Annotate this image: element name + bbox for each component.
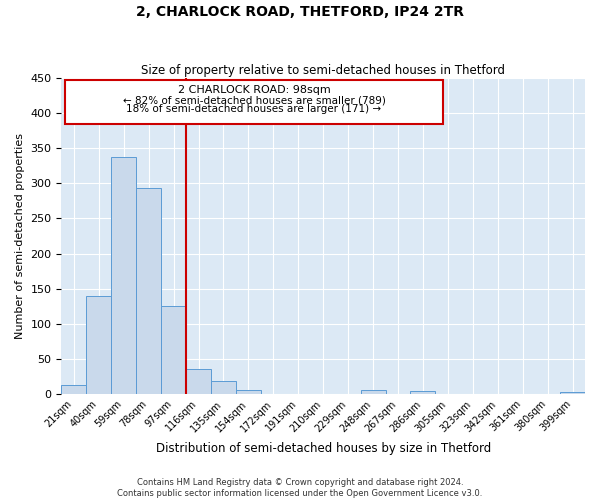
Bar <box>61 386 86 394</box>
Bar <box>560 392 585 394</box>
Bar <box>111 158 136 394</box>
Text: 18% of semi-detached houses are larger (171) →: 18% of semi-detached houses are larger (… <box>127 104 382 114</box>
Title: Size of property relative to semi-detached houses in Thetford: Size of property relative to semi-detach… <box>141 64 505 77</box>
Bar <box>211 380 236 394</box>
Bar <box>186 370 211 394</box>
Text: ← 82% of semi-detached houses are smaller (789): ← 82% of semi-detached houses are smalle… <box>122 95 385 105</box>
Bar <box>136 188 161 394</box>
Y-axis label: Number of semi-detached properties: Number of semi-detached properties <box>15 133 25 339</box>
Bar <box>86 296 111 394</box>
Bar <box>236 390 261 394</box>
Text: 2, CHARLOCK ROAD, THETFORD, IP24 2TR: 2, CHARLOCK ROAD, THETFORD, IP24 2TR <box>136 5 464 19</box>
Bar <box>161 306 186 394</box>
Bar <box>410 391 436 394</box>
Text: Contains HM Land Registry data © Crown copyright and database right 2024.
Contai: Contains HM Land Registry data © Crown c… <box>118 478 482 498</box>
Text: 2 CHARLOCK ROAD: 98sqm: 2 CHARLOCK ROAD: 98sqm <box>178 85 331 95</box>
Bar <box>361 390 386 394</box>
X-axis label: Distribution of semi-detached houses by size in Thetford: Distribution of semi-detached houses by … <box>155 442 491 455</box>
Bar <box>65 80 443 124</box>
